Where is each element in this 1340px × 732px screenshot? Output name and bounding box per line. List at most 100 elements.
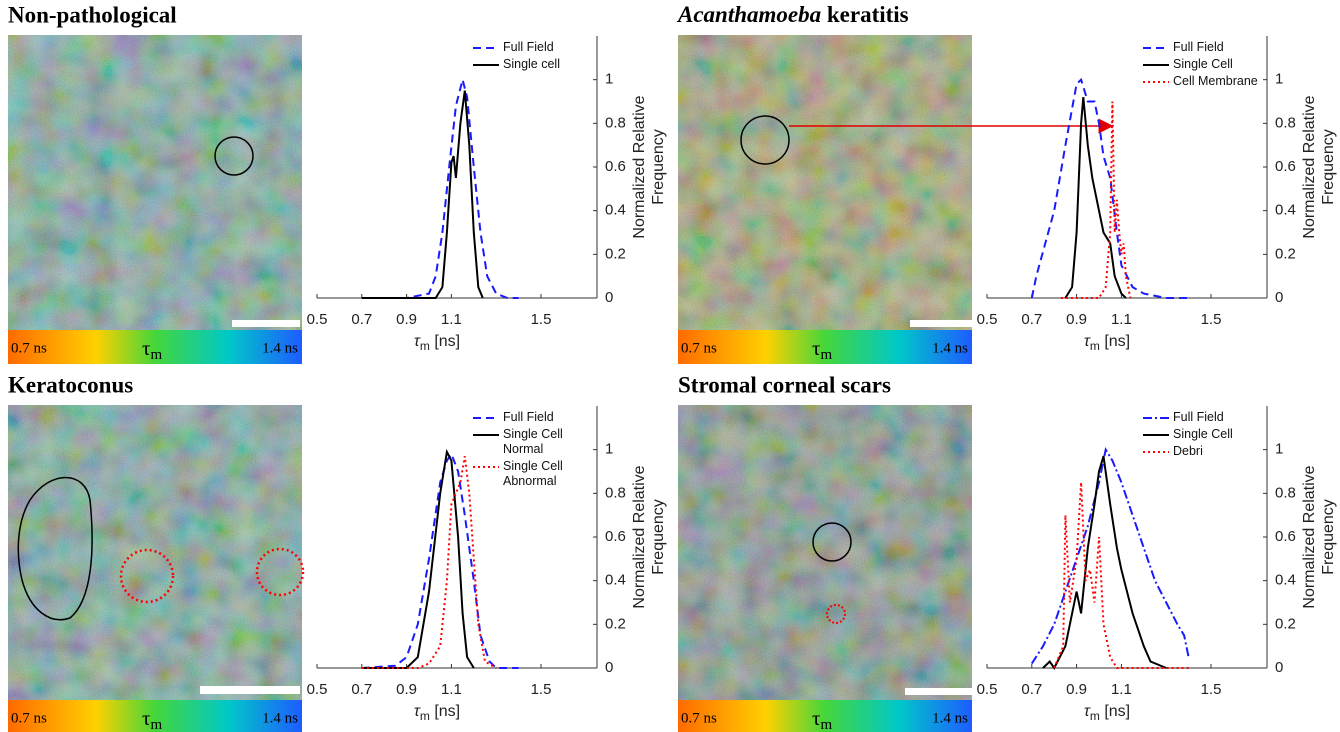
- y-tick-label: 0: [1275, 289, 1283, 306]
- x-axis-label-part: τ: [414, 333, 421, 350]
- roi-abnormal: [119, 548, 175, 604]
- series-line: [361, 448, 475, 669]
- y-axis-label: Normalized Relative: [1301, 95, 1318, 238]
- legend-label: Full Field: [1173, 40, 1224, 54]
- y-tick-label: 0: [1275, 659, 1283, 676]
- y-tick-label: 0.2: [605, 245, 626, 262]
- micrograph-grain: [678, 35, 972, 330]
- x-tick-label: 1.1: [1111, 681, 1132, 698]
- y-tick-label: 0.8: [1275, 484, 1296, 501]
- y-tick-label: 0.2: [1275, 245, 1296, 262]
- legend-entry: Full Field: [503, 40, 554, 54]
- x-axis-label-part: [ns]: [430, 333, 460, 350]
- y-tick-label: 0.4: [1275, 202, 1296, 219]
- legend-entry: Cell Membrane: [1173, 74, 1258, 88]
- x-tick-label: 1.5: [1201, 681, 1222, 698]
- series-line: [1053, 482, 1189, 669]
- x-tick-label: 1.1: [441, 681, 462, 698]
- colorbar-symbol-sub: m: [150, 717, 162, 732]
- y-tick-label: 0.4: [605, 202, 626, 219]
- scale-bar: [232, 320, 300, 327]
- roi-cell: [214, 136, 254, 176]
- y-tick-label: 0.6: [1275, 158, 1296, 175]
- y-tick-label: 1: [1275, 441, 1283, 458]
- x-tick-label: 0.7: [351, 311, 372, 328]
- y-tick-label: 0.6: [605, 528, 626, 545]
- legend-label: Full Field: [503, 40, 554, 54]
- series-line: [1030, 447, 1190, 665]
- colorbar: [678, 330, 972, 364]
- series-line: [1064, 97, 1127, 299]
- colorbar: [678, 700, 972, 732]
- colorbar-symbol-letter: τ: [812, 336, 820, 360]
- colorbar-low: 0.7 ns: [11, 710, 47, 726]
- x-tick-label: 0.7: [351, 681, 372, 698]
- x-tick-label: 0.9: [396, 681, 417, 698]
- legend-label: Full Field: [1173, 410, 1224, 424]
- legend-entry: Debri: [1173, 444, 1203, 458]
- legend-entry: Single Cell: [1173, 57, 1233, 71]
- panel-title: Keratoconus: [8, 372, 133, 397]
- legend-label: Cell Membrane: [1173, 74, 1258, 88]
- panel-title: Acanthamoeba keratitis: [676, 2, 909, 27]
- x-tick-label: 1.5: [531, 311, 552, 328]
- colorbar-symbol: τm: [812, 706, 832, 732]
- legend-label: Single Cell: [1173, 57, 1233, 71]
- colorbar-low: 0.7 ns: [681, 710, 717, 726]
- legend-entry: Single Cell Normal: [503, 427, 563, 456]
- x-axis-label-part: τ: [414, 703, 421, 720]
- colorbar-symbol-letter: τ: [142, 336, 150, 360]
- roi-cell: [17, 476, 93, 621]
- micrograph-grain: [678, 405, 972, 700]
- colorbar-symbol-sub: m: [820, 717, 832, 732]
- scale-bar: [910, 320, 972, 327]
- panel-title: Non-pathological: [8, 2, 177, 27]
- y-tick-label: 1: [1275, 71, 1283, 88]
- y-tick-label: 0.8: [1275, 114, 1296, 131]
- x-axis-label-part: m: [1090, 709, 1100, 723]
- y-axis-label: Frequency: [650, 129, 667, 205]
- x-tick-label: 1.1: [1111, 311, 1132, 328]
- legend-label: Single Cell Abnormal: [503, 459, 563, 488]
- legend-label: Debri: [1173, 444, 1203, 458]
- y-axis-label: Frequency: [1320, 129, 1337, 205]
- legend-entry: Full Field: [503, 410, 554, 424]
- legend-entry: Single cell: [503, 57, 560, 71]
- y-tick-label: 1: [605, 441, 613, 458]
- panel-title: Stromal corneal scars: [678, 372, 891, 397]
- y-axis-label: Frequency: [650, 499, 667, 575]
- colorbar: [8, 700, 302, 732]
- series-line: [361, 451, 519, 669]
- x-tick-label: 0.9: [396, 311, 417, 328]
- x-axis-label: τm [ns]: [414, 333, 460, 353]
- y-tick-label: 0: [605, 289, 613, 306]
- y-tick-label: 0.4: [605, 572, 626, 589]
- x-axis-label-part: [ns]: [1100, 703, 1130, 720]
- x-axis-label-part: [ns]: [430, 703, 460, 720]
- y-tick-label: 0.8: [605, 114, 626, 131]
- colorbar-symbol-letter: τ: [142, 706, 150, 730]
- colorbar-high: 1.4 ns: [932, 710, 968, 726]
- roi-abnormal: [255, 547, 305, 597]
- y-tick-label: 0.4: [1275, 572, 1296, 589]
- panel-title-part: keratitis: [821, 2, 909, 27]
- y-tick-label: 1: [605, 71, 613, 88]
- series-line: [1042, 455, 1167, 670]
- y-axis-label: Normalized Relative: [631, 95, 648, 238]
- legend-label: Single cell: [503, 57, 560, 71]
- series-line: [361, 456, 497, 669]
- x-axis-label: τm [ns]: [1084, 333, 1130, 353]
- y-tick-label: 0.6: [1275, 528, 1296, 545]
- x-tick-label: 1.5: [1201, 311, 1222, 328]
- x-tick-label: 1.5: [531, 681, 552, 698]
- colorbar-high: 1.4 ns: [262, 710, 298, 726]
- legend-label: Single Cell: [1173, 427, 1233, 441]
- legend-entry: Single Cell: [1173, 427, 1233, 441]
- y-tick-label: 0.2: [1275, 615, 1296, 632]
- micrograph-grain: [8, 35, 302, 330]
- legend-entry: Full Field: [1173, 40, 1224, 54]
- x-axis-label-part: m: [420, 339, 430, 353]
- legend-entry: Single Cell Abnormal: [503, 459, 563, 488]
- x-axis-label: τm [ns]: [1084, 703, 1130, 723]
